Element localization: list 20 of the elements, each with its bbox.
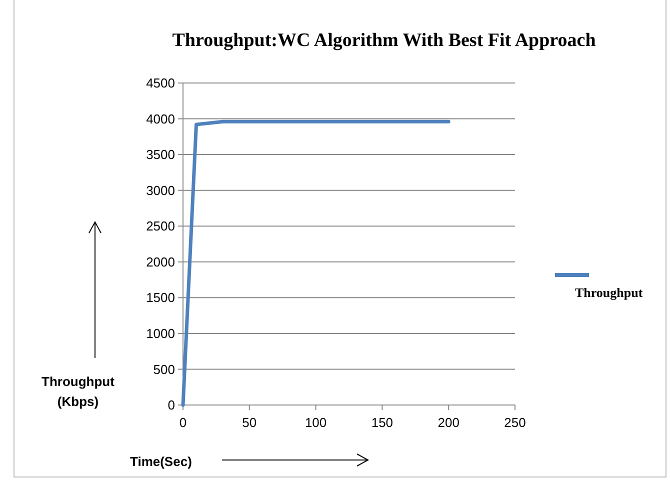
y-tick-label: 3500 xyxy=(146,147,175,162)
x-tick-label: 200 xyxy=(438,415,460,430)
y-tick-label: 4500 xyxy=(146,76,175,91)
y-tick-label: 1000 xyxy=(146,326,175,341)
y-tick-label: 1500 xyxy=(146,290,175,306)
y-tick-label: 500 xyxy=(153,362,175,377)
x-axis-title: Time(Sec) xyxy=(130,454,192,469)
y-axis-title: Throughput (Kbps) xyxy=(42,374,116,409)
chart-title: Throughput:WC Algorithm With Best Fit Approach xyxy=(172,30,596,51)
legend-label: Throughput xyxy=(575,285,644,300)
x-tick-label: 50 xyxy=(242,415,257,430)
y-tick-label: 2000 xyxy=(146,254,175,270)
y-tick-label: 3000 xyxy=(146,182,175,198)
x-tick-label: 0 xyxy=(179,415,187,430)
x-tick-label: 150 xyxy=(371,415,394,430)
y-tick-label: 2500 xyxy=(146,218,175,234)
x-tick-label: 250 xyxy=(504,415,526,430)
y-tick-label: 0 xyxy=(168,398,175,413)
x-tick-label: 100 xyxy=(304,415,327,430)
y-tick-label: 4000 xyxy=(146,111,175,126)
